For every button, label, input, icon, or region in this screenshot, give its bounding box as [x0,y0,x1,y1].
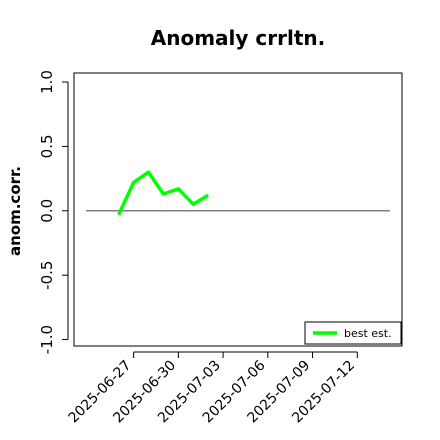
x-axis: 2025-06-272025-06-302025-07-032025-07-06… [66,351,358,426]
y-tick-label: 0.5 [38,134,56,158]
y-axis: -1.0 -0.5 0.0 0.5 1.0 [38,70,69,354]
y-axis-label: anom.corr. [6,166,24,256]
y-tick-label: 0.0 [38,199,56,223]
series-line [117,170,210,216]
series-layer [117,170,210,216]
legend-label: best est. [344,327,392,340]
legend: best est. [304,321,402,345]
legend-box [304,321,402,345]
chart-title: Anomaly crrltn. [151,26,325,50]
y-tick-label: -1.0 [38,325,56,354]
y-tick-label: 1.0 [38,70,56,94]
plot-frame [73,72,403,347]
y-tick-label: -0.5 [38,261,56,290]
